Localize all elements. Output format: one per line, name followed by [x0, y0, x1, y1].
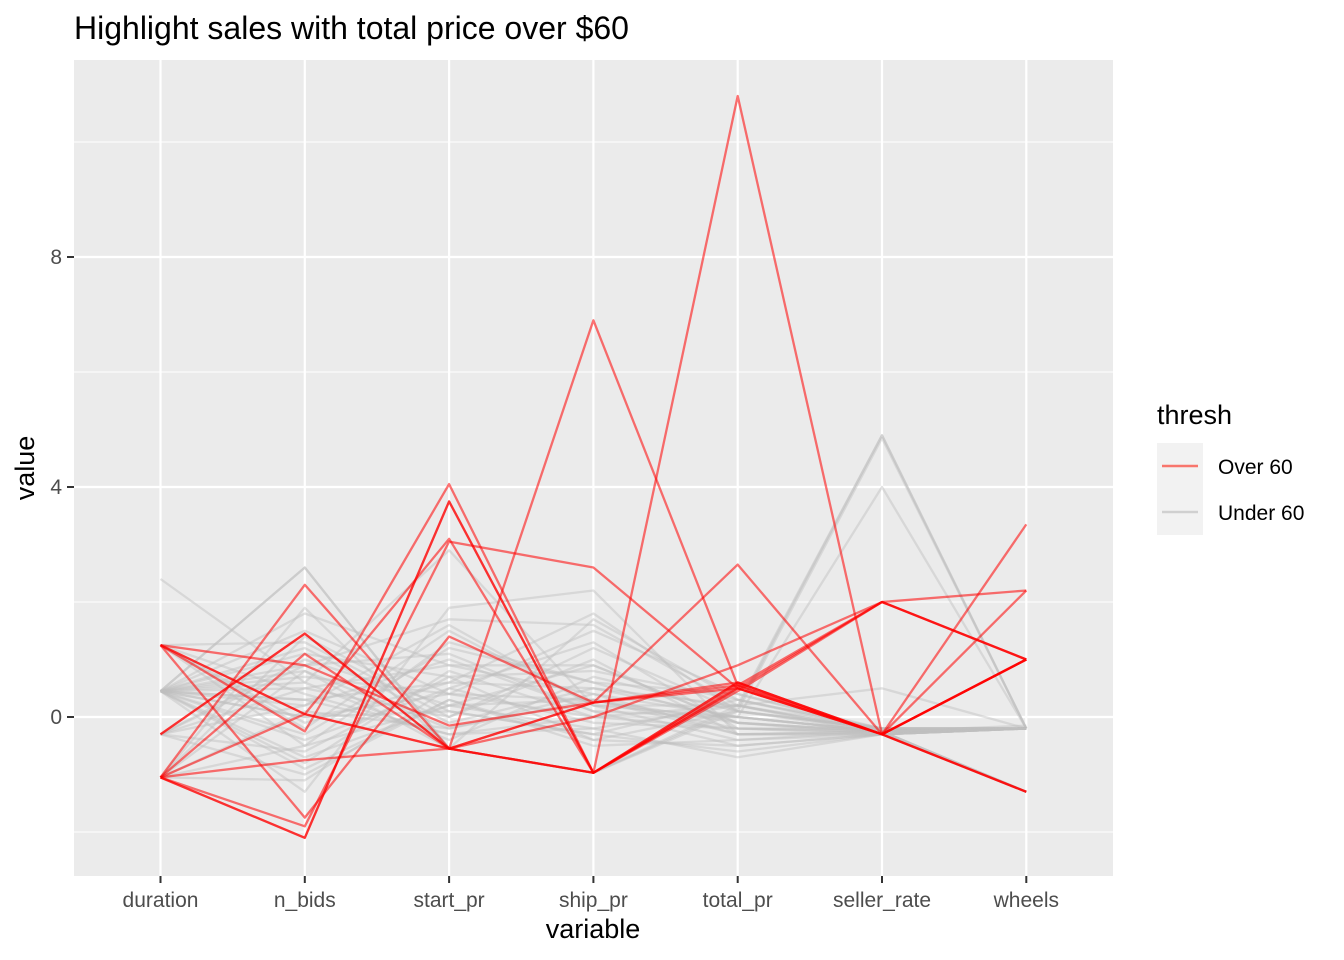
under-60-line-10	[159, 618, 1027, 779]
under-60-line-23	[160, 629, 1027, 730]
y-axis: 0 4 8	[50, 246, 74, 729]
x-tick-label-seller-rate: seller_rate	[833, 889, 931, 912]
over-60-line-14	[160, 658, 1027, 779]
under-60-line-18	[160, 687, 1027, 782]
x-tick-label-duration: duration	[123, 889, 199, 912]
x-tick-label-n-bids: n_bids	[274, 889, 336, 912]
under-60-line-31	[159, 635, 1027, 779]
x-tick-label-wheels: wheels	[993, 889, 1059, 912]
over-60-line-11	[159, 600, 1027, 750]
y-tick-label: 4	[50, 476, 62, 499]
x-tick-label-ship-pr: ship_pr	[559, 889, 628, 912]
legend: thresh Over 60 Under 60	[1157, 400, 1304, 535]
y-tick-label: 0	[50, 706, 62, 729]
y-axis-title: value	[10, 436, 40, 501]
legend-label-under-60: Under 60	[1218, 502, 1304, 525]
under-60-line-6	[160, 612, 1027, 730]
x-tick-label-start-pr: start_pr	[413, 889, 484, 912]
legend-title: thresh	[1157, 400, 1232, 430]
under-60-line-13	[160, 646, 1027, 730]
y-tick-label: 8	[50, 246, 62, 269]
under-60-line-4	[159, 485, 1028, 730]
x-tick-label-total-pr: total_pr	[703, 889, 773, 912]
legend-label-over-60: Over 60	[1218, 456, 1293, 479]
under-60-line-29	[160, 675, 1027, 742]
major-gridlines	[74, 60, 1113, 876]
series-over-60-lines	[159, 94, 1028, 839]
x-axis: duration n_bids start_pr ship_pr total_pr sel…	[123, 876, 1059, 912]
chart-title: Highlight sales with total price over $6…	[74, 10, 629, 46]
x-axis-title: variable	[546, 914, 641, 944]
